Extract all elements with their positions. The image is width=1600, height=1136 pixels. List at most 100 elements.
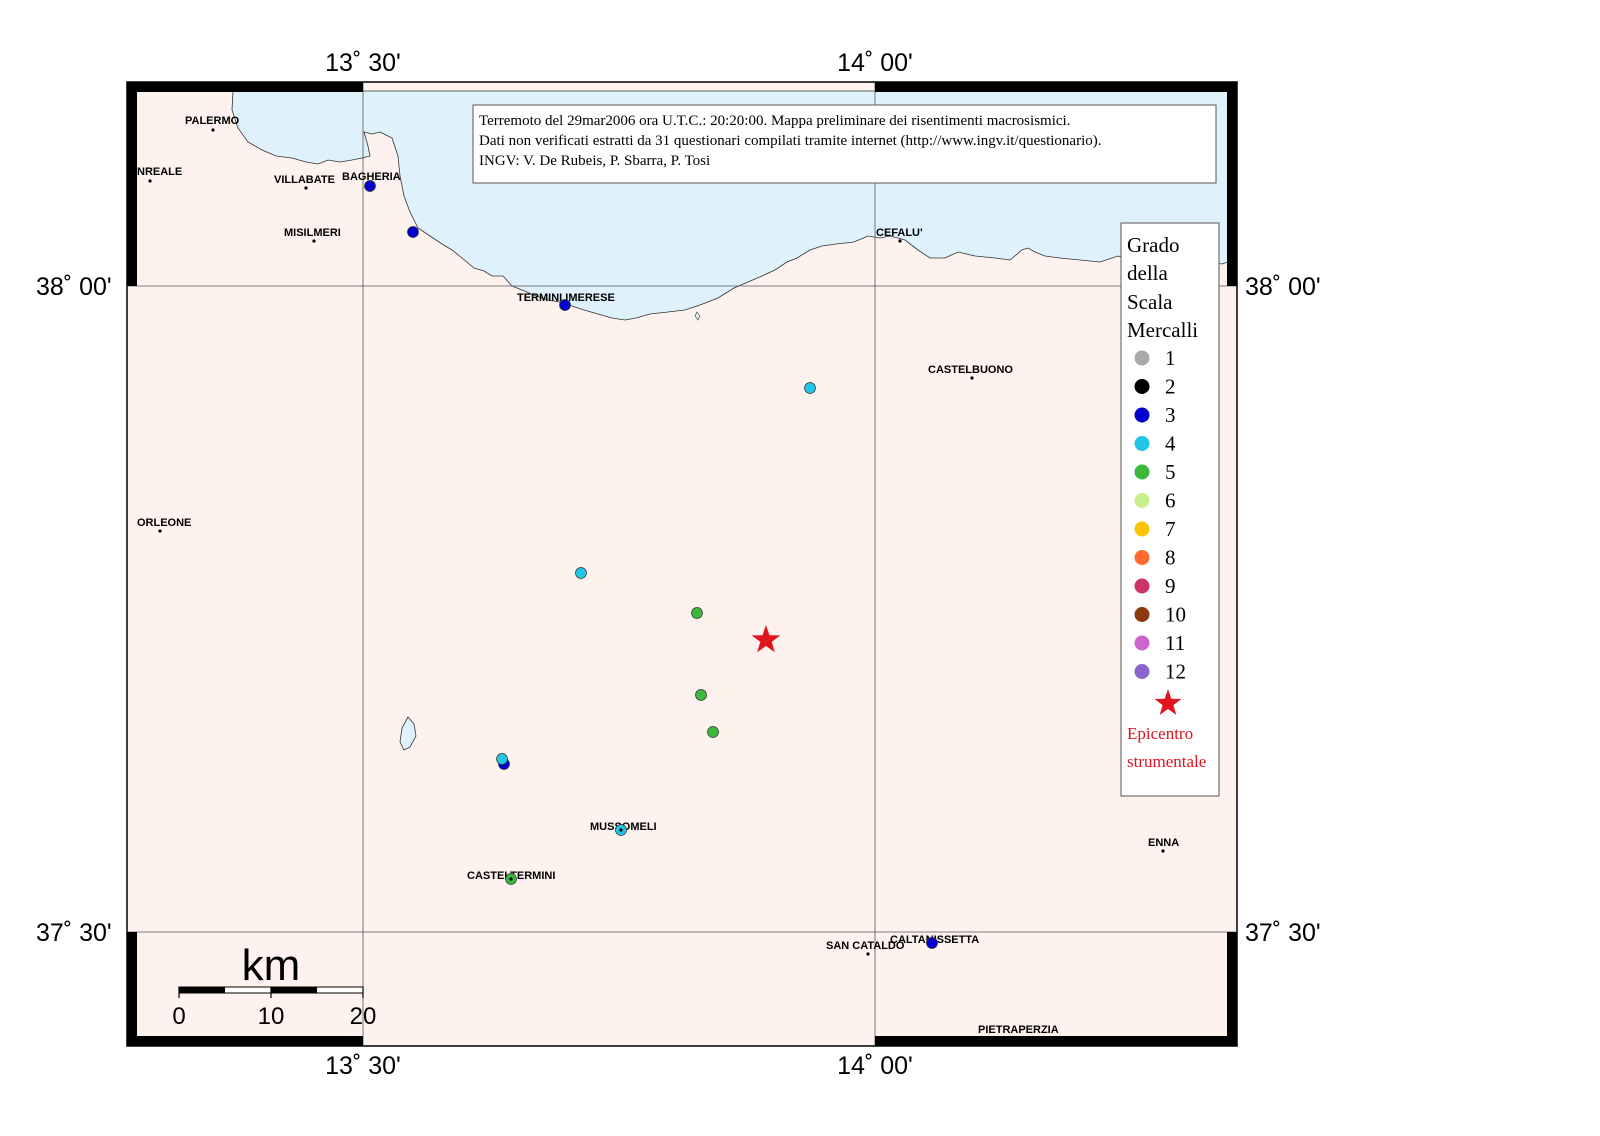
lon-label-top-1: 13˚ 30' [325,49,401,77]
legend-swatch-grade-9 [1134,578,1150,594]
lon-label-bottom-2: 14˚ 00' [837,1052,913,1080]
legend-swatch-grade-7 [1134,521,1150,537]
legend-swatch-grade-8 [1134,550,1150,565]
place-marker [619,828,623,832]
place-label-monreale: NREALE [137,166,182,178]
legend-swatch-grade-3 [1134,407,1150,423]
place-label-misilmeri: MISILMERI [284,227,341,239]
place-marker [1161,849,1165,853]
observation-point-grade-3[interactable] [926,937,938,949]
legend-label-grade-7: 7 [1165,517,1176,541]
place-label-cefalu: CEFALU' [876,227,923,239]
legend-swatch-grade-1 [1134,350,1150,366]
legend-swatch-grade-11 [1134,635,1150,651]
lat-label-right-2: 37˚ 30' [1245,919,1321,947]
place-marker [866,952,870,956]
observation-point-grade-3[interactable] [407,226,419,238]
lon-label-bottom-1: 13˚ 30' [325,1052,401,1080]
place-marker [898,239,902,243]
legend-label-grade-9: 9 [1165,574,1176,598]
place-label-corleone: ORLEONE [137,517,191,529]
graticule [127,82,1237,1046]
observation-point-grade-4[interactable] [575,567,587,579]
legend-title-line-3: Scala [1127,290,1173,314]
legend-swatch-grade-2 [1134,379,1150,394]
frame-bar [127,932,137,1046]
place-marker [304,186,308,190]
frame-bar [127,82,137,286]
place-marker [211,128,215,132]
scale-bar-segment [271,987,317,993]
scale-tick-label-0: 0 [172,1003,185,1030]
observation-point-grade-5[interactable] [691,607,703,619]
frame-bar [127,82,363,92]
frame-bar [875,1036,1237,1046]
scale-bar: km 0 10 20 [172,941,376,1030]
lat-label-right-1: 38˚ 00' [1245,273,1321,301]
observation-point-grade-5[interactable] [695,689,707,701]
info-line-1: Terremoto del 29mar2006 ora U.T.C.: 20:2… [479,113,1070,129]
observation-point-grade-3[interactable] [364,180,376,192]
place-marker [970,376,974,380]
info-line-2: Dati non verificati estratti da 31 quest… [479,133,1101,149]
place-label-termini-imerese: TERMINI IMERESE [517,292,615,304]
place-label-pietraperzia: PIETRAPERZIA [978,1024,1059,1036]
observation-point-grade-4[interactable] [804,382,816,394]
legend-label-grade-4: 4 [1165,432,1176,456]
scale-tick-label-10: 10 [258,1003,285,1030]
legend-swatch-grade-10 [1134,607,1150,622]
observation-point-grade-5[interactable] [707,726,719,738]
legend-label-grade-11: 11 [1165,631,1185,655]
place-label-bagheria: BAGHERIA [342,171,401,183]
legend-swatch-grade-5 [1134,464,1150,480]
info-line-3: INGV: V. De Rubeis, P. Sbarra, P. Tosi [479,153,710,169]
legend-epicenter-label-2: strumentale [1127,752,1206,771]
place-label-palermo: PALERMO [185,115,240,127]
legend-swatch-grade-12 [1134,664,1150,679]
legend-label-grade-3: 3 [1165,403,1176,427]
place-marker [312,239,316,243]
place-marker [158,529,162,533]
frame-bar [127,1036,363,1046]
frame-bar [875,82,1237,92]
legend-title-line-4: Mercalli [1127,318,1198,342]
legend-label-grade-6: 6 [1165,489,1176,513]
observations-layer [364,180,938,949]
scale-tick-label-20: 20 [350,1003,377,1030]
islet [694,311,701,321]
place-marker [148,179,152,183]
legend-swatch-grade-6 [1134,493,1150,508]
legend-label-grade-8: 8 [1165,546,1176,570]
legend-epicenter-star [1154,689,1182,715]
legend-swatch-grade-4 [1134,436,1150,451]
legend-label-grade-12: 12 [1165,660,1186,684]
frame-bar [1227,82,1237,286]
place-label-castelbuono: CASTELBUONO [928,364,1013,376]
legend-label-grade-1: 1 [1165,346,1176,370]
legend-label-grade-2: 2 [1165,375,1176,399]
place-label-villabate: VILLABATE [274,174,335,186]
place-marker [509,877,513,881]
place-label-enna: ENNA [1148,837,1179,849]
epicenter-star[interactable] [751,625,781,653]
lat-label-left-1: 38˚ 00' [36,273,112,301]
scale-unit: km [242,941,301,990]
legend-title-line-1: Grado [1127,233,1179,257]
info-box: Terremoto del 29mar2006 ora U.T.C.: 20:2… [472,104,1217,184]
legend-epicenter-label-1: Epicentro [1127,724,1193,743]
observation-point-grade-3[interactable] [559,299,571,311]
lake [399,716,417,751]
frame-bars [127,82,1237,1046]
legend-label-grade-5: 5 [1165,460,1176,484]
legend: Grado della Scala Mercalli 1234567891011… [1120,222,1220,797]
place-marker [1018,1036,1022,1040]
observation-point-grade-4[interactable] [496,753,508,765]
info-box-frame [472,104,1217,184]
lat-label-left-2: 37˚ 30' [36,919,112,947]
frame-bar [1227,932,1237,1046]
lon-label-top-2: 14˚ 00' [837,49,913,77]
scale-bar-segment [179,987,225,993]
